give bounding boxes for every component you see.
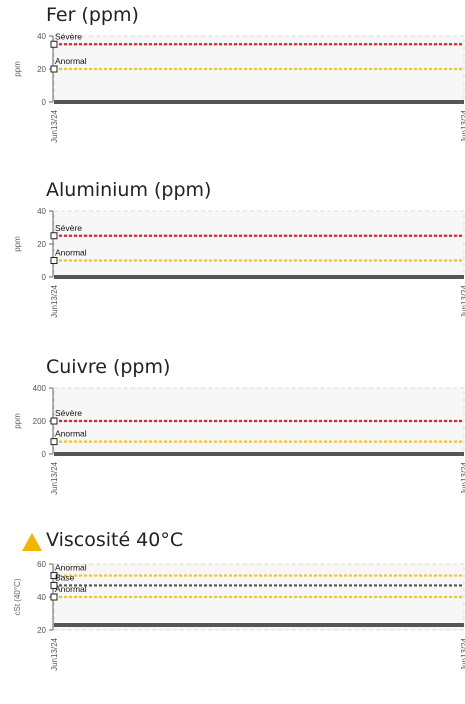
y-axis-label: ppm [13, 236, 22, 252]
threshold-marker [50, 581, 58, 589]
y-tick-label: 0 [42, 273, 47, 282]
chart-title: Aluminium (ppm) [46, 179, 212, 201]
threshold-marker [50, 232, 58, 240]
y-tick-label: 20 [37, 240, 46, 249]
warning-icon [22, 533, 42, 551]
threshold-marker [50, 65, 58, 73]
x-tick-label: Jun13/24 [460, 109, 465, 142]
threshold-marker [50, 417, 58, 425]
threshold-marker [50, 438, 58, 446]
chart-title: Viscosité 40°C [46, 529, 184, 551]
threshold-label: Anormal [55, 584, 87, 594]
y-axis-label: ppm [13, 413, 22, 429]
plot-area [53, 210, 465, 278]
y-axis-label: cSt (40°C) [13, 578, 22, 615]
threshold-label: Anormal [55, 563, 87, 573]
y-tick-label: 400 [33, 384, 47, 393]
chart-title: Fer (ppm) [46, 4, 139, 26]
x-tick-label: Jun13/24 [50, 637, 59, 670]
threshold-label: Anormal [55, 248, 87, 258]
threshold-label: Base [55, 572, 75, 582]
chart-aluminium-plot: 0 20 40 ppm Sévère Anormal Jun13/24 Jun13/24 [13, 207, 465, 318]
y-tick-label: 0 [42, 98, 47, 107]
x-tick-label: Jun13/24 [460, 284, 465, 317]
threshold-label: Sévère [55, 408, 82, 418]
y-tick-label: 40 [37, 207, 46, 216]
threshold-marker [50, 40, 58, 48]
threshold-marker [50, 593, 58, 601]
x-tick-label: Jun13/24 [50, 461, 59, 494]
x-tick-label: Jun13/24 [460, 461, 465, 494]
y-tick-label: 200 [33, 417, 47, 426]
chart-title: Cuivre (ppm) [46, 356, 171, 378]
threshold-label: Anormal [55, 429, 87, 439]
y-tick-label: 20 [37, 65, 46, 74]
y-tick-label: 40 [37, 593, 46, 602]
x-tick-label: Jun13/24 [460, 637, 465, 670]
y-axis-label: ppm [13, 61, 22, 77]
threshold-label: Anormal [55, 56, 87, 66]
x-tick-label: Jun13/24 [50, 284, 59, 317]
x-tick-label: Jun13/24 [50, 109, 59, 142]
y-tick-label: 20 [37, 626, 46, 635]
y-tick-label: 60 [37, 560, 46, 569]
chart-fer-plot: 0 20 40 ppm Sévère Anormal Jun13/24 Jun13/24 [13, 31, 465, 143]
threshold-marker [50, 257, 58, 264]
chart-cuivre-plot: 0 200 400 ppm Sévère Anormal Jun13/24 Jun13/24 [13, 384, 465, 495]
y-tick-label: 0 [42, 450, 47, 459]
threshold-marker [50, 572, 58, 580]
y-tick-label: 40 [37, 32, 46, 41]
threshold-label: Sévère [55, 223, 82, 233]
threshold-label: Sévère [55, 31, 82, 41]
